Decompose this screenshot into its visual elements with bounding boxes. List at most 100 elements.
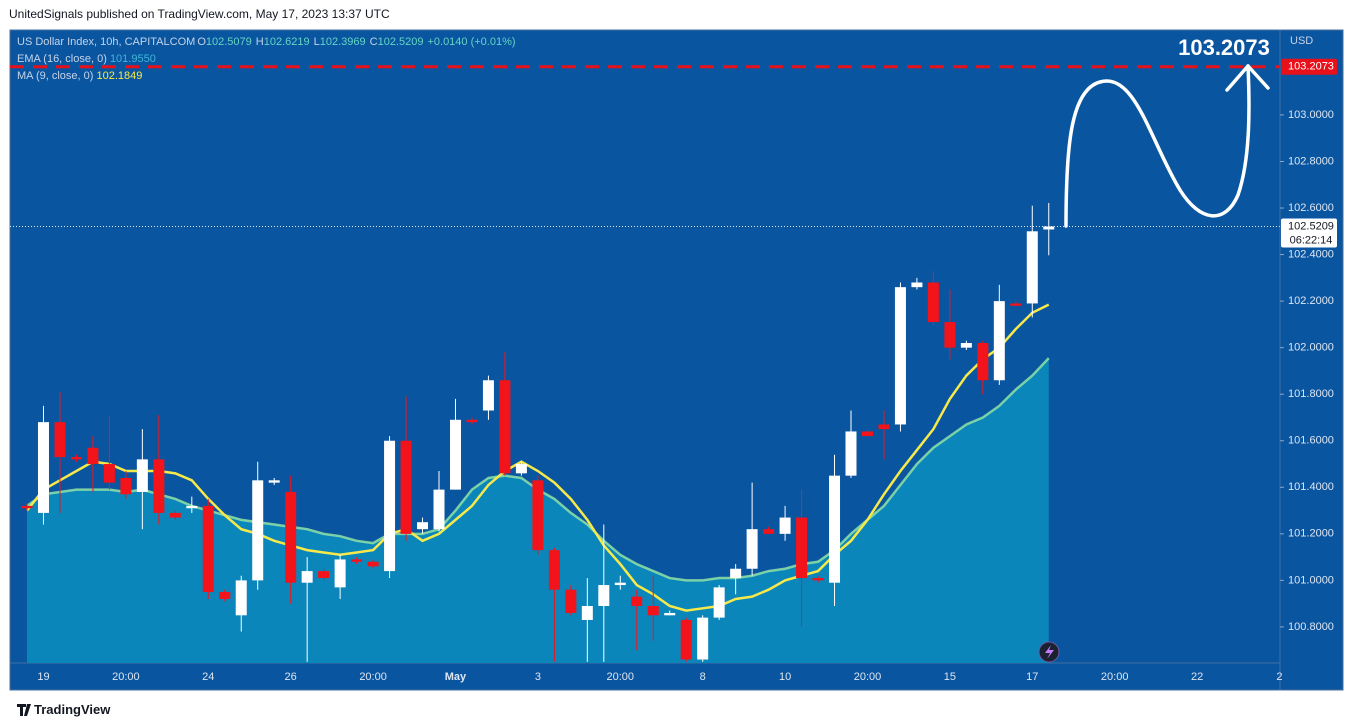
forecast-arrowhead — [1225, 64, 1270, 92]
candle-body — [21, 505, 33, 509]
candle-body — [318, 571, 330, 579]
candle-body — [647, 605, 659, 616]
target-box — [1281, 58, 1337, 75]
candle-body — [186, 505, 198, 509]
candle-body — [960, 343, 972, 348]
candle-body — [515, 464, 527, 474]
candle-body — [730, 568, 742, 579]
candle-body — [1026, 231, 1038, 304]
forecast-curve — [1064, 64, 1251, 228]
candle-body — [70, 457, 82, 460]
x-tick-label: 2 — [1276, 671, 1282, 683]
candle-body — [334, 559, 346, 588]
y-unit: USD — [1290, 35, 1313, 47]
o-key: O — [197, 36, 206, 48]
y-tick-label: 101.0000 — [1288, 574, 1334, 586]
candle-body — [499, 380, 511, 474]
y-tick-label: 101.8000 — [1288, 388, 1334, 400]
candle-body — [202, 505, 214, 593]
candle-body — [384, 440, 396, 572]
publisher-line: UnitedSignals published on TradingView.c… — [9, 7, 390, 21]
candle-body — [54, 422, 66, 458]
candle-body — [169, 512, 181, 518]
x-tick-label: 24 — [202, 671, 214, 683]
candle-body — [581, 605, 593, 620]
candle-body — [268, 480, 280, 483]
candle-body — [977, 343, 989, 381]
candle-body — [697, 617, 709, 660]
h-key: H — [255, 36, 264, 48]
candle-body — [351, 559, 363, 562]
x-tick-label: 20:00 — [854, 671, 882, 683]
candle-body — [993, 301, 1005, 381]
change: +0.0140 (+0.01%) — [427, 36, 516, 48]
candle-body — [664, 612, 676, 616]
brand-logo — [17, 704, 31, 716]
brand: TradingView — [34, 702, 111, 717]
y-tick-label: 102.4000 — [1288, 248, 1334, 260]
candle-body — [779, 517, 791, 534]
x-tick-label: 22 — [1191, 671, 1203, 683]
y-tick-label: 102.6000 — [1288, 202, 1334, 214]
plot — [21, 202, 1055, 663]
h-value: 102.6219 — [263, 36, 310, 48]
candle-body — [449, 419, 461, 490]
candle-body — [680, 619, 692, 660]
candle-body — [812, 578, 824, 581]
ema-value: 101.9550 — [109, 53, 156, 65]
candle-body — [631, 596, 643, 606]
candle-body — [235, 580, 247, 616]
o-value: 102.5079 — [205, 36, 252, 48]
y-tick-label: 103.0000 — [1288, 109, 1334, 121]
candle-body — [614, 582, 626, 586]
candle-body — [878, 424, 890, 430]
x-tick-label: 20:00 — [359, 671, 387, 683]
last-price-box — [1281, 218, 1337, 248]
y-tick-label: 101.4000 — [1288, 481, 1334, 493]
candle-body — [120, 477, 132, 495]
target-annotation: 103.2073 — [1178, 35, 1270, 60]
candle-body — [944, 322, 956, 348]
legend: US Dollar Index, 10h, CAPITALCOM O102.507… — [17, 34, 520, 85]
candle-body — [598, 585, 610, 606]
ma-value: 102.1849 — [96, 70, 143, 82]
candle-body — [1010, 303, 1022, 306]
ma-line — [26, 303, 1050, 612]
c-key: C — [369, 36, 378, 48]
candle-body — [829, 475, 841, 583]
candle-body — [565, 589, 577, 613]
ma-name: MA (9, close, 0) — [17, 70, 94, 82]
y-tick-label: 102.8000 — [1288, 155, 1334, 167]
candle-body — [532, 480, 544, 551]
y-tick-label: 100.8000 — [1288, 621, 1334, 633]
x-tick-label: 3 — [535, 671, 541, 683]
candle-body — [482, 380, 494, 411]
candle-body — [400, 440, 412, 534]
y-tick-label: 101.6000 — [1288, 435, 1334, 447]
candle-body — [927, 282, 939, 323]
candle-body — [746, 529, 758, 569]
candle-body — [911, 282, 923, 288]
symbol: US Dollar Index, 10h, CAPITALCOM — [17, 36, 196, 48]
x-tick-label: May — [445, 671, 467, 683]
x-tick-label: 8 — [700, 671, 706, 683]
candle-body — [252, 480, 264, 581]
target-axis-label: 103.2073 — [1288, 61, 1334, 73]
legend-row: US Dollar Index, 10h, CAPITALCOM O102.507… — [17, 34, 520, 51]
candle-body — [417, 522, 429, 530]
candle-body — [367, 561, 379, 567]
x-tick-label: 17 — [1026, 671, 1038, 683]
event-bolt — [1045, 645, 1054, 659]
candle-body — [153, 459, 165, 513]
x-tick-label: 26 — [285, 671, 297, 683]
x-tick-label: 15 — [944, 671, 956, 683]
x-tick-label: 19 — [37, 671, 49, 683]
legend-row: EMA (16, close, 0) 101.9550 — [17, 51, 520, 68]
legend-row: MA (9, close, 0) 102.1849 — [17, 68, 520, 85]
candle-body — [796, 517, 808, 579]
candle-body — [136, 459, 148, 492]
candle-body — [103, 464, 115, 483]
x-tick-label: 10 — [779, 671, 791, 683]
